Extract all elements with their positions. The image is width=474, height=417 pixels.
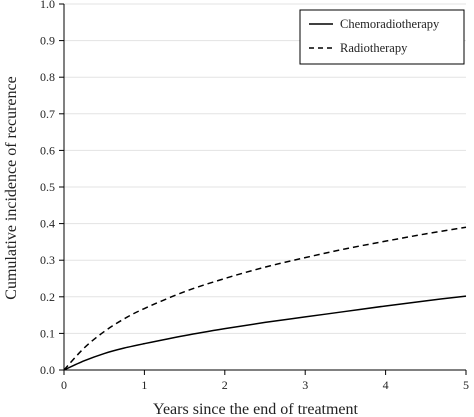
x-tick-label: 2 [222,378,228,392]
y-axis-label: Cumulative incidence of recurence [3,76,20,299]
y-axis-ticks: 0.0 0.1 0.2 0.3 0.4 0.5 0.6 0.7 0.8 0.9 1.0 [40,0,64,377]
y-tick-label: 0.8 [40,70,55,84]
y-tick-label: 0.5 [40,180,55,194]
x-tick-label: 5 [463,378,469,392]
x-tick-label: 0 [61,378,67,392]
y-tick-label: 0.3 [40,253,55,267]
y-tick-label: 0.6 [40,143,55,157]
y-tick-label: 0.1 [40,326,55,340]
legend: Chemoradiotherapy Radiotherapy [299,9,465,65]
x-tick-label: 3 [302,378,308,392]
x-tick-label: 1 [141,378,147,392]
y-tick-label: 0.0 [40,363,55,377]
x-axis-ticks: 0 1 2 3 4 5 [61,370,469,392]
series-line-radiotherapy [63,226,467,371]
series-lines [63,226,467,371]
x-axis-label: Years since the end of treatment [153,401,359,417]
x-tick-label: 4 [383,378,389,392]
grid-lines [64,3,466,334]
y-tick-label: 0.9 [40,34,55,48]
legend-box [299,9,465,65]
y-tick-label: 0.2 [40,290,55,304]
legend-label-radiotherapy: Radiotherapy [340,41,408,55]
y-tick-label: 1.0 [40,0,55,11]
y-tick-label: 0.7 [40,107,55,121]
y-tick-label: 0.4 [40,217,55,231]
series-line-chemoradiotherapy [63,295,467,371]
legend-label-chemoradiotherapy: Chemoradiotherapy [340,17,440,31]
